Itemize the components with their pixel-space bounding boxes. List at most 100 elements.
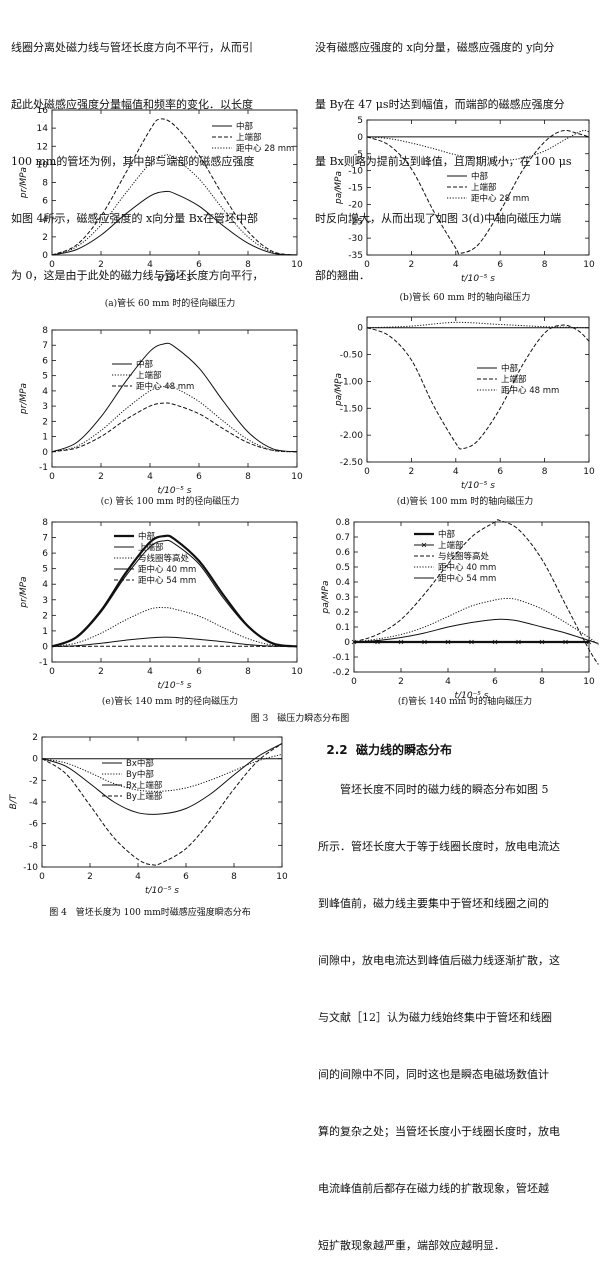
series-line: [52, 191, 297, 255]
x-tick-label: 10: [583, 467, 595, 477]
legend-label: 中部: [138, 531, 156, 542]
y-tick-label: -1: [39, 463, 48, 473]
x-tick-label: 0: [49, 260, 55, 270]
x-tick-label: 6: [196, 260, 202, 270]
x-tick-label: 6: [492, 677, 498, 687]
x-tick-label: 6: [497, 260, 503, 270]
plot-frame: [354, 522, 589, 672]
x-tick-label: 10: [276, 872, 288, 882]
y-tick-label: 3: [42, 596, 48, 606]
x-axis-label: t/10⁻⁵ s: [145, 886, 179, 896]
y-tick-label: 0: [32, 755, 38, 765]
x-tick-label: 8: [245, 472, 251, 482]
legend-label: 距中心 54 mm: [438, 573, 496, 584]
x-tick-label: 8: [245, 667, 251, 677]
legend-label: 与线圈等高处: [438, 551, 490, 562]
legend-label: 中部: [471, 171, 489, 182]
y-tick-label: 0: [357, 133, 363, 143]
y-tick-label: 2: [32, 733, 38, 743]
y-tick-label: 0.5: [336, 563, 350, 573]
legend-label: 上端部: [438, 540, 464, 551]
x-tick-label: 10: [291, 260, 303, 270]
legend-label: 上端部: [136, 370, 162, 381]
x-tick-label: 4: [147, 667, 153, 677]
legend-label: 距中心 28 mm: [236, 143, 294, 154]
x-tick-label: 8: [231, 872, 237, 882]
y-tick-label: 0: [344, 638, 350, 648]
x-tick-label: 8: [539, 677, 545, 687]
x-tick-label: 4: [147, 260, 153, 270]
y-tick-label: 10: [37, 160, 49, 170]
legend-label: 距中心 28 mm: [471, 193, 529, 204]
x-tick-label: 0: [351, 677, 357, 687]
legend-label: 上端部: [501, 374, 527, 385]
y-tick-label: 4: [42, 580, 48, 590]
y-tick-label: 0.7: [336, 533, 350, 543]
x-tick-label: 4: [453, 260, 459, 270]
y-axis-label: B/T: [9, 793, 19, 809]
series-line: [52, 155, 297, 255]
y-axis-label: pa/MPa: [321, 581, 331, 615]
caption-e: (e)管长 140 mm 时的径向磁压力: [100, 694, 240, 707]
figure-4-caption: 图 4 管坯长度为 100 mm时磁感应强度瞬态分布: [10, 905, 290, 918]
y-tick-label: 1: [42, 627, 48, 637]
y-tick-label: 4: [42, 215, 48, 225]
y-tick-label: 0.8: [336, 518, 351, 528]
x-tick-label: 8: [245, 260, 251, 270]
y-tick-label: -5: [354, 150, 363, 160]
y-tick-label: -10: [348, 167, 363, 177]
y-tick-label: 0.6: [336, 548, 351, 558]
x-tick-label: 10: [583, 677, 595, 687]
legend-label: 距中心 48 mm: [136, 381, 194, 392]
y-tick-label: 2: [42, 417, 48, 427]
x-tick-label: 4: [135, 872, 141, 882]
y-axis-label: pr/MPa: [19, 383, 29, 415]
paragraph-right-bottom: 管坯长度不同时的磁力线的瞬态分布如图 5 所示．管坯长度大于等于线圈长度时，放电…: [318, 742, 560, 1274]
y-tick-label: 6: [42, 197, 48, 207]
series-line: [367, 322, 589, 327]
y-axis-label: pr/MPa: [19, 576, 29, 608]
y-tick-label: 5: [357, 116, 363, 126]
y-tick-label: -6: [29, 820, 38, 830]
y-tick-label: 6: [42, 356, 48, 366]
y-tick-label: -2.00: [340, 431, 364, 441]
x-tick-label: 2: [398, 677, 404, 687]
y-tick-label: 2: [42, 233, 48, 243]
y-tick-label: 2: [42, 611, 48, 621]
x-tick-label: 8: [542, 260, 548, 270]
y-tick-label: -2: [29, 776, 38, 786]
x-axis-label: t/10⁻⁵ s: [158, 681, 192, 691]
series-line: [354, 619, 598, 643]
series-line: [367, 130, 589, 160]
series-line: [52, 637, 297, 646]
x-tick-label: 2: [87, 872, 93, 882]
y-tick-label: 8: [42, 326, 48, 336]
legend-label: 中部: [438, 529, 456, 540]
caption-f: (f)管长 140 mm 时的轴向磁压力: [395, 694, 535, 707]
y-tick-label: 5: [42, 565, 48, 575]
y-tick-label: 8: [42, 179, 48, 189]
legend-label: Bx上端部: [126, 780, 163, 791]
legend-label: 距中心 48 mm: [501, 385, 559, 396]
y-tick-label: 5: [42, 372, 48, 382]
y-axis-label: pr/MPa: [19, 167, 29, 199]
y-tick-label: 0: [42, 251, 48, 261]
y-tick-label: 0: [42, 642, 48, 652]
caption-b: (b)管长 60 mm 时的轴向磁压力: [395, 290, 535, 303]
legend-label: 中部: [501, 363, 519, 374]
legend-label: 上端部: [138, 542, 164, 553]
y-tick-label: 7: [42, 534, 48, 544]
x-axis-label: t/10⁻⁵ s: [461, 274, 495, 284]
x-tick-label: 2: [98, 472, 104, 482]
x-tick-label: 4: [453, 467, 459, 477]
plot-frame: [42, 737, 282, 867]
series-line: [42, 744, 282, 815]
legend-label: 与线圈等高处: [138, 553, 190, 564]
y-tick-label: 14: [37, 124, 49, 134]
y-axis-label: pa/MPa: [334, 373, 344, 407]
